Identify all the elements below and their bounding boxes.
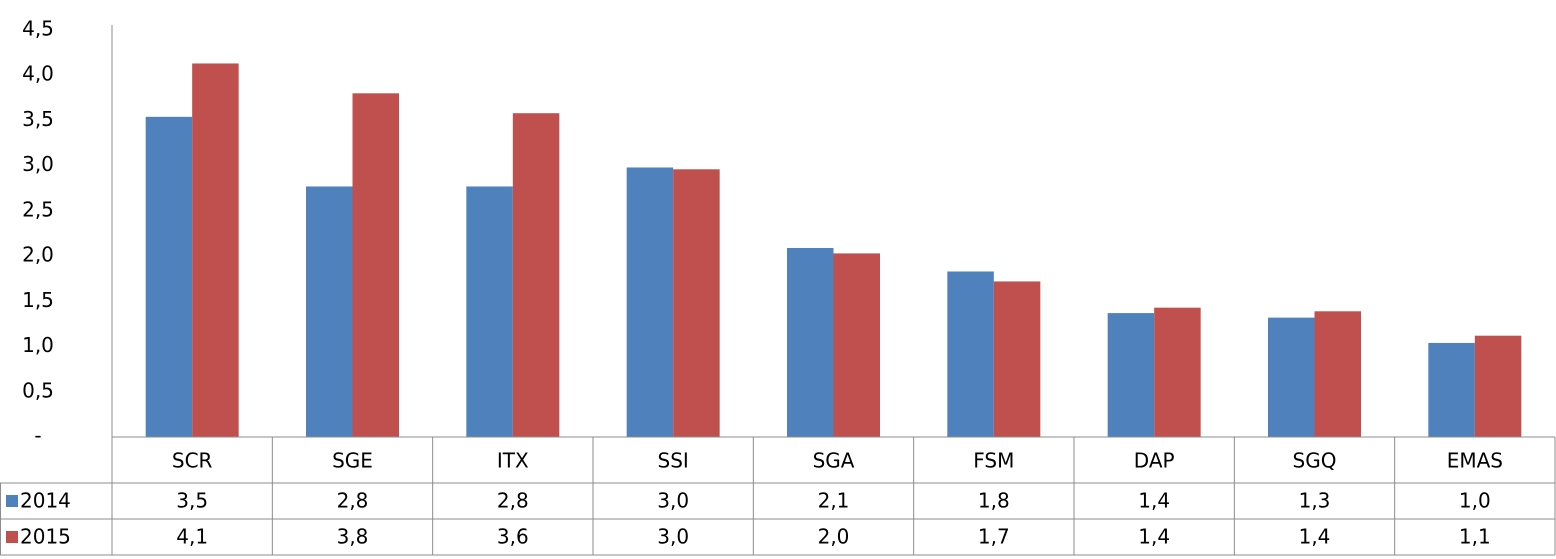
data-label: 3,5	[176, 489, 208, 513]
data-label: 1,4	[1299, 525, 1331, 549]
x-tick-label: SGE	[332, 449, 373, 473]
data-label: 2,1	[818, 489, 850, 513]
y-tick-label: 1,5	[22, 288, 54, 312]
data-label: 1,3	[1299, 489, 1331, 513]
x-tick-label: SSI	[658, 449, 689, 473]
x-tick-label: FSM	[973, 449, 1014, 473]
data-label: 1,1	[1459, 525, 1491, 549]
legend-swatch	[6, 495, 18, 507]
data-label: 1,4	[1138, 489, 1170, 513]
y-tick-label: -	[34, 424, 41, 448]
y-tick-label: 3,0	[22, 152, 54, 176]
bar	[145, 116, 193, 438]
y-tick-label: 3,5	[22, 107, 54, 131]
bar	[1314, 311, 1361, 437]
y-tick-label: 2,0	[22, 243, 54, 267]
y-tick-label: 4,5	[22, 17, 54, 41]
data-label: 3,6	[497, 525, 529, 549]
y-tick-label: 4,0	[22, 62, 54, 86]
bar	[626, 167, 674, 437]
legend-label: 2014	[20, 489, 71, 513]
x-tick-label: DAP	[1134, 449, 1175, 473]
legend-swatch	[6, 531, 18, 543]
bar	[993, 281, 1041, 437]
x-tick-label: SCR	[172, 449, 213, 473]
x-tick-label: EMAS	[1447, 449, 1503, 473]
bar	[1107, 313, 1155, 437]
bar	[1268, 317, 1315, 437]
bar	[512, 113, 560, 437]
x-tick-label: ITX	[497, 449, 529, 473]
y-tick-label: 2,5	[22, 197, 54, 221]
data-label: 1,0	[1459, 489, 1491, 513]
bar	[673, 169, 720, 438]
data-label: 1,4	[1138, 525, 1170, 549]
y-tick-label: 1,0	[22, 333, 54, 357]
data-label: 2,0	[818, 525, 850, 549]
x-tick-label: SGQ	[1293, 449, 1337, 473]
data-label: 2,8	[337, 489, 369, 513]
bar	[466, 186, 513, 437]
data-label: 4,1	[176, 525, 208, 549]
bar	[1428, 342, 1475, 437]
bar	[787, 247, 834, 437]
bar	[1154, 307, 1201, 437]
data-label: 1,8	[978, 489, 1010, 513]
data-label: 1,7	[978, 525, 1010, 549]
bar	[192, 63, 239, 437]
data-label: 3,8	[337, 525, 369, 549]
x-tick-label: SGA	[813, 449, 855, 473]
data-label: 2,8	[497, 489, 529, 513]
legend-label: 2015	[20, 525, 71, 549]
data-label: 3,0	[657, 525, 689, 549]
y-tick-label: 0,5	[22, 378, 54, 402]
bar	[1474, 335, 1522, 437]
bar	[833, 253, 880, 437]
bar	[352, 93, 399, 438]
data-label: 3,0	[657, 489, 689, 513]
bar	[947, 271, 994, 437]
bar	[306, 186, 353, 437]
